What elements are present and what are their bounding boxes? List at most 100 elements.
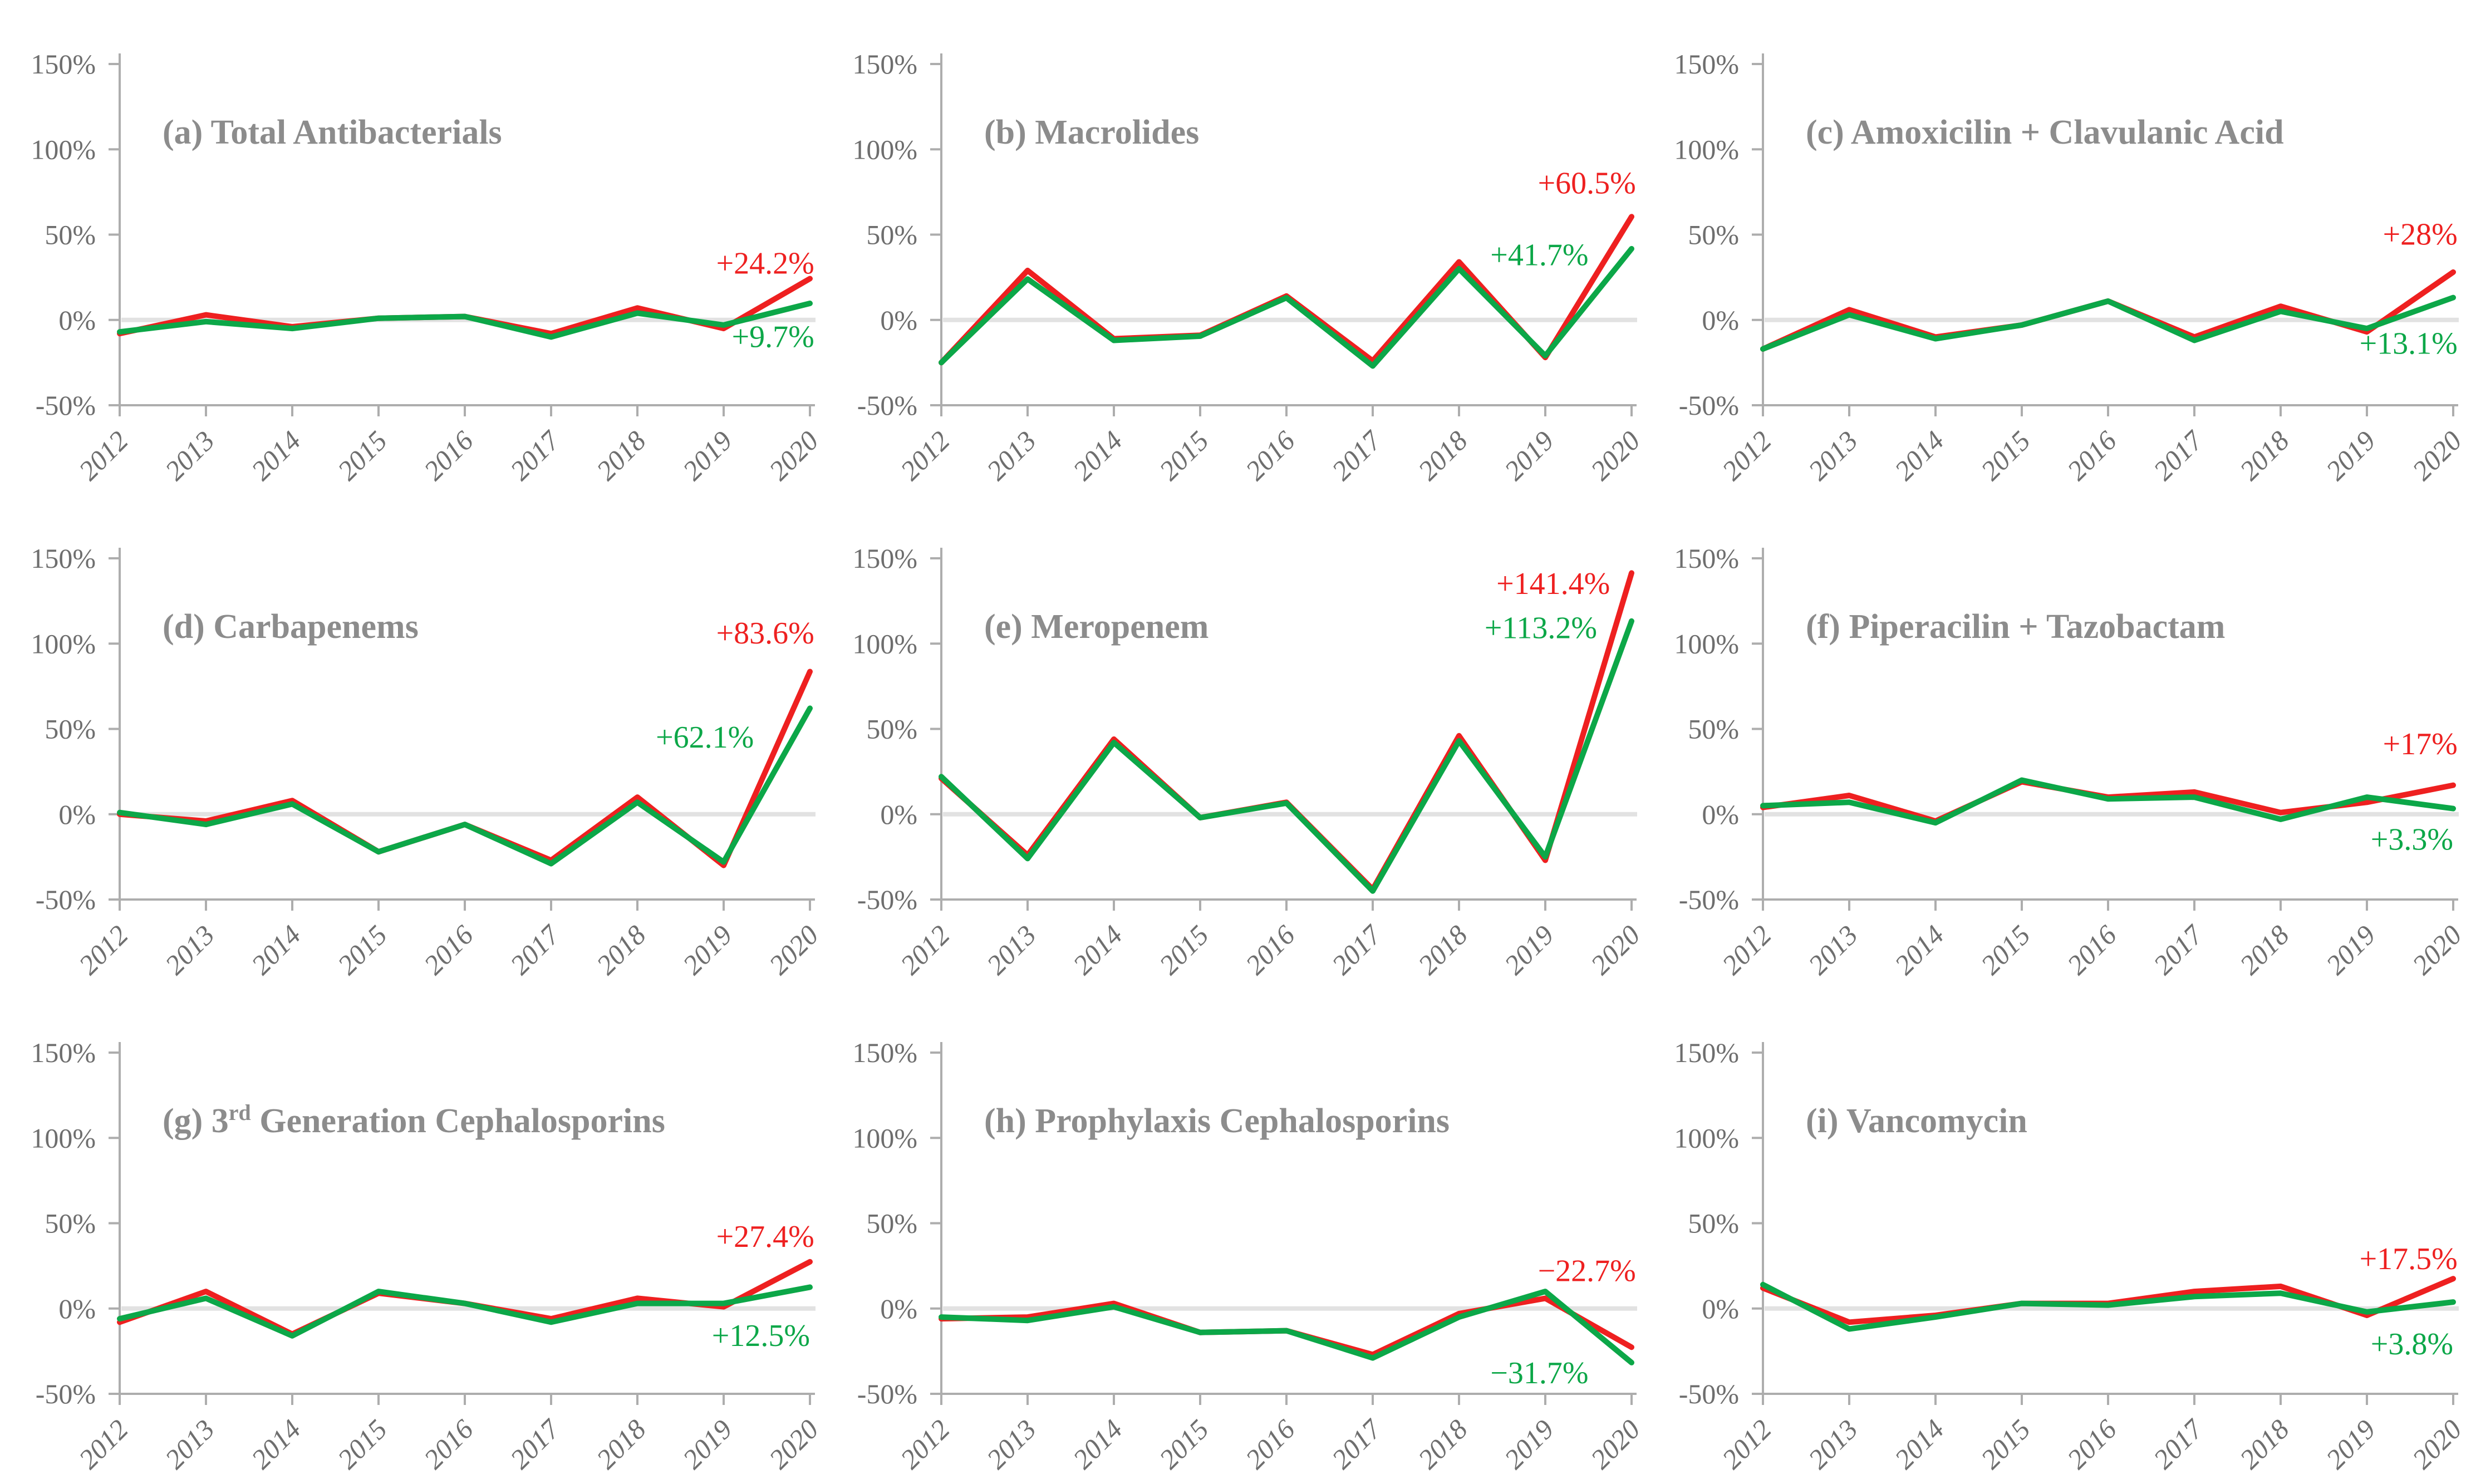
- x-year-label: 2020: [763, 1413, 822, 1475]
- y-tick-label: 0%: [880, 304, 917, 336]
- panel-title: (f) Piperacilin + Tazobactam: [1806, 608, 2225, 646]
- panel-title: (g) 3rd Generation Cephalosporins: [163, 1100, 665, 1140]
- x-year-label: 2017: [2147, 1413, 2209, 1475]
- x-year-label: 2017: [1325, 424, 1388, 487]
- x-year-label: 2019: [2320, 425, 2381, 486]
- x-year-label: 2012: [1716, 919, 1777, 980]
- x-year-label: 2013: [980, 919, 1042, 980]
- y-tick-label: -50%: [36, 884, 96, 915]
- x-year-label: 2019: [1498, 1413, 1559, 1475]
- series-end-label-green: +113.2%: [1485, 611, 1597, 646]
- chart-cell-i: 150% 100% 50% 0% -50% 2012 2013 2014 2015 2016 201…: [1643, 989, 2465, 1483]
- series-end-label-red: −22.7%: [1538, 1254, 1636, 1288]
- y-tick-label: 100%: [1674, 134, 1739, 165]
- x-year-label: 2019: [1498, 425, 1559, 486]
- chart-cell-g: 150% 100% 50% 0% -50% 2012 2013 2014 2015 2016 201…: [0, 989, 822, 1483]
- series-line-red: [1760, 269, 2456, 352]
- panel-title: (d) Carbapenems: [163, 608, 419, 646]
- y-tick-label: 100%: [31, 134, 96, 165]
- panel-title-run: (b) Macrolides: [984, 114, 1199, 151]
- y-tick-label: 0%: [1702, 304, 1739, 336]
- x-year-label: 2014: [245, 1413, 306, 1475]
- x-year-label: 2015: [1153, 1413, 1214, 1475]
- x-year-label: 2013: [159, 1413, 220, 1475]
- y-tick-label: 100%: [31, 1122, 96, 1153]
- y-tick-label: 150%: [852, 543, 917, 574]
- x-year-label: 2018: [2233, 1413, 2295, 1475]
- x-year-label: 2012: [894, 919, 955, 980]
- series-line-green: [117, 1284, 813, 1339]
- panel-title-run: (e) Meropenem: [984, 608, 1209, 646]
- y-tick-label: 0%: [1702, 799, 1739, 830]
- x-year-label: 2016: [417, 1413, 479, 1475]
- x-year-label: 2015: [331, 1413, 392, 1475]
- y-tick-label: 0%: [58, 799, 96, 830]
- y-tick-label: 0%: [58, 1293, 96, 1324]
- panel-title: (e) Meropenem: [984, 608, 1209, 646]
- y-tick-label: 50%: [1688, 714, 1739, 745]
- y-tick-label: 100%: [1674, 628, 1739, 659]
- series-end-label-red: +17%: [2383, 727, 2458, 761]
- x-year-label: 2019: [676, 919, 738, 980]
- x-year-label: 2013: [159, 919, 220, 980]
- x-year-label: 2016: [1239, 1413, 1300, 1475]
- x-year-label: 2013: [159, 425, 220, 486]
- x-year-label: 2014: [1067, 919, 1128, 980]
- panel-title-run: (i) Vancomycin: [1806, 1102, 2027, 1140]
- series-end-label-red: +27.4%: [716, 1220, 814, 1254]
- series-end-label-red: +60.5%: [1538, 166, 1636, 201]
- panel-title-run: (d) Carbapenems: [163, 608, 419, 646]
- series-end-label-green: +13.1%: [2360, 327, 2458, 361]
- series-line-red: [117, 1259, 813, 1337]
- x-year-label: 2014: [245, 919, 306, 980]
- x-year-label: 2014: [1888, 919, 1949, 980]
- series-line-green: [939, 1289, 1634, 1365]
- series-end-label-green: +62.1%: [656, 720, 754, 755]
- y-tick-label: 0%: [880, 799, 917, 830]
- panel-title: (a) Total Antibacterials: [163, 114, 502, 151]
- x-year-label: 2019: [2320, 919, 2381, 980]
- chart-panel-c: 150% 100% 50% 0% -50% 2012 2013 2014 2015 2016 201…: [1674, 48, 2465, 486]
- x-year-label: 2018: [1412, 1413, 1473, 1475]
- y-tick-label: -50%: [1679, 390, 1739, 421]
- series-end-label-green: +3.8%: [2371, 1327, 2453, 1362]
- panel-title: (h) Prophylaxis Cephalosporins: [984, 1102, 1450, 1140]
- x-year-label: 2014: [1067, 425, 1128, 486]
- y-tick-label: 100%: [852, 628, 917, 659]
- x-year-label: 2015: [1153, 919, 1214, 980]
- chart-cell-h: 150% 100% 50% 0% -50% 2012 2013 2014 2015 2016 201…: [822, 989, 1643, 1483]
- series-end-label-green: +41.7%: [1490, 238, 1588, 272]
- x-year-label: 2016: [417, 425, 479, 486]
- x-year-label: 2014: [1888, 425, 1949, 486]
- chart-cell-c: 150% 100% 50% 0% -50% 2012 2013 2014 2015 2016 201…: [1643, 0, 2465, 494]
- y-tick-label: 100%: [1674, 1122, 1739, 1153]
- x-year-label: 2014: [245, 425, 306, 486]
- x-year-label: 2012: [1716, 1413, 1777, 1475]
- y-tick-label: 0%: [58, 304, 96, 336]
- chart-panel-g: 150% 100% 50% 0% -50% 2012 2013 2014 2015 2016 201…: [31, 1037, 822, 1475]
- series-end-label-green: +3.3%: [2371, 823, 2453, 857]
- y-tick-label: 150%: [852, 48, 917, 80]
- x-year-label: 2017: [504, 1413, 566, 1475]
- series-line-green: [1760, 294, 2456, 352]
- y-tick-label: 150%: [31, 48, 96, 80]
- y-tick-label: 50%: [866, 1208, 917, 1239]
- x-year-label: 2013: [980, 425, 1042, 486]
- chart-panel-b: 150% 100% 50% 0% -50% 2012 2013 2014 2015 2016 201…: [852, 48, 1643, 487]
- x-year-label: 2017: [1325, 918, 1388, 981]
- y-tick-label: 0%: [880, 1293, 917, 1324]
- series-end-label-green: +12.5%: [712, 1319, 810, 1353]
- y-tick-label: 150%: [31, 1037, 96, 1068]
- x-year-label: 2013: [1802, 425, 1863, 486]
- x-year-label: 2015: [1974, 1413, 2036, 1475]
- x-year-label: 2013: [980, 1413, 1042, 1475]
- y-tick-label: -50%: [857, 390, 917, 421]
- series-line-red: [117, 669, 813, 868]
- x-year-label: 2017: [1325, 1413, 1388, 1475]
- x-year-label: 2016: [1239, 919, 1300, 980]
- y-tick-label: 150%: [1674, 1037, 1739, 1068]
- panel-title-superscript: rd: [229, 1100, 251, 1125]
- x-year-label: 2017: [504, 918, 566, 981]
- series-line-red: [1760, 1276, 2456, 1325]
- x-year-label: 2015: [1974, 425, 2036, 486]
